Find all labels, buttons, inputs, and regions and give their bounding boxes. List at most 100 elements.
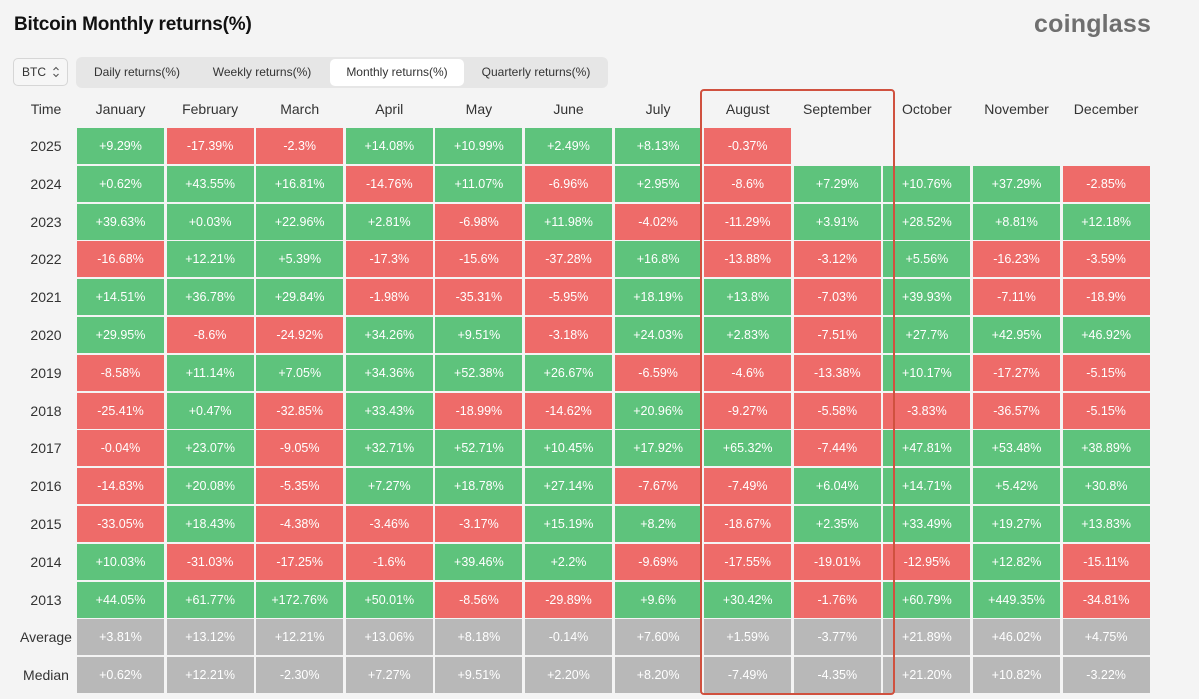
return-cell: -8.58% (77, 354, 164, 391)
return-cell: -2.30% (256, 657, 344, 694)
return-cell: +23.07% (166, 430, 254, 467)
return-cell: +42.95% (973, 317, 1060, 353)
return-cell: -14.62% (525, 392, 612, 429)
return-cell: -3.18% (525, 317, 612, 353)
return-cell: -1.98% (345, 279, 433, 316)
return-cell: +30.42% (704, 581, 792, 618)
return-cell: -5.15% (1062, 392, 1150, 429)
return-cell: -14.76% (345, 165, 433, 202)
year-label-2015: 2015 (30, 516, 62, 532)
return-cell: -7.67% (614, 468, 702, 505)
return-cell: +21.20% (883, 657, 971, 694)
return-cell: +61.77% (166, 581, 254, 618)
return-cell: +9.51% (435, 317, 523, 353)
return-cell: +0.03% (166, 203, 254, 240)
return-cell: -3.22% (1062, 657, 1150, 694)
return-cell: +52.71% (435, 430, 523, 467)
return-cell: +8.2% (614, 506, 702, 542)
return-cell: -1.76% (793, 581, 881, 618)
return-cell: -13.88% (704, 241, 792, 278)
month-header-december: December (1073, 101, 1139, 117)
return-cell: -3.77% (793, 619, 881, 656)
year-label-2019: 2019 (30, 364, 62, 381)
return-cell: +5.42% (973, 468, 1060, 505)
return-cell: -2.3% (256, 128, 344, 164)
time-column-header: Time (30, 101, 62, 117)
return-cell: +8.13% (614, 128, 702, 164)
return-cell: +13.12% (166, 619, 254, 656)
return-cell: +13.83% (1062, 506, 1150, 542)
return-cell: +10.03% (77, 543, 164, 580)
return-cell: +29.95% (77, 317, 164, 353)
month-header-april: April (375, 101, 404, 117)
year-label-2018: 2018 (30, 402, 62, 419)
return-cell: +9.51% (435, 657, 523, 694)
year-label-2016: 2016 (30, 478, 62, 495)
return-cell: -3.12% (793, 241, 881, 278)
month-header-may: May (465, 101, 493, 117)
return-cell: -17.39% (166, 128, 254, 164)
return-cell: -6.98% (435, 203, 523, 240)
return-cell: +11.07% (435, 165, 523, 202)
return-cell: -2.85% (1062, 165, 1150, 202)
return-cell: +16.81% (256, 165, 344, 202)
tab-quarterly-returns[interactable]: Quarterly returns(%) (481, 65, 591, 79)
return-cell: +27.14% (525, 468, 612, 505)
return-cell: -29.89% (525, 581, 612, 618)
return-cell: +13.8% (704, 279, 792, 316)
return-cell: +13.06% (345, 619, 433, 656)
return-cell: +18.19% (614, 279, 702, 316)
period-tabs: Daily returns(%) Weekly returns(%) Month… (76, 57, 608, 88)
return-cell: +39.63% (77, 203, 164, 240)
return-cell: +37.29% (973, 165, 1060, 202)
month-header-september: September (803, 101, 872, 117)
chevron-up-down-icon (53, 66, 59, 78)
month-header-february: February (182, 101, 239, 117)
return-cell: +0.62% (77, 657, 164, 694)
return-cell: +30.8% (1062, 468, 1150, 505)
month-header-november: November (984, 101, 1049, 117)
return-cell: -7.11% (973, 279, 1060, 316)
return-cell: -17.25% (256, 543, 344, 580)
return-cell: -5.15% (1062, 354, 1150, 391)
return-cell: +18.43% (166, 506, 254, 542)
tab-monthly-returns[interactable]: Monthly returns(%) (330, 59, 464, 86)
return-cell: +29.84% (256, 279, 344, 316)
return-cell: -31.03% (166, 543, 254, 580)
return-cell: -6.59% (614, 354, 702, 391)
tab-weekly-returns[interactable]: Weekly returns(%) (212, 65, 312, 79)
return-cell: +172.76% (256, 581, 344, 618)
return-cell: +36.78% (166, 279, 254, 316)
return-cell: +34.26% (345, 317, 433, 353)
return-cell: -15.11% (1062, 543, 1150, 580)
return-cell: +39.93% (883, 279, 971, 316)
tab-daily-returns[interactable]: Daily returns(%) (93, 65, 180, 79)
return-cell: +24.03% (614, 317, 702, 353)
return-cell: -8.6% (704, 165, 792, 202)
return-cell: -3.46% (345, 506, 433, 542)
coinglass-logo: coinglass (1034, 10, 1152, 38)
return-cell: +449.35% (973, 581, 1060, 618)
return-cell: +32.71% (345, 430, 433, 467)
asset-select[interactable]: BTC (13, 58, 68, 86)
return-cell: +44.05% (77, 581, 164, 618)
return-cell: -35.31% (435, 279, 523, 316)
return-cell: +53.48% (973, 430, 1060, 467)
return-cell: -36.57% (973, 392, 1060, 429)
return-cell: +34.36% (345, 354, 433, 391)
return-cell: +9.29% (77, 128, 164, 164)
return-cell: -4.35% (793, 657, 881, 694)
return-cell: +16.8% (614, 241, 702, 278)
return-cell: +14.51% (77, 279, 164, 316)
return-cell: +17.92% (614, 430, 702, 467)
month-header-january: January (95, 101, 146, 117)
return-cell: +19.27% (973, 506, 1060, 542)
return-cell: +38.89% (1062, 430, 1150, 467)
return-cell: -0.37% (704, 128, 792, 164)
return-cell: +22.96% (256, 203, 344, 240)
return-cell: +2.81% (345, 203, 433, 240)
return-cell: -4.38% (256, 506, 344, 542)
return-cell: +8.81% (973, 203, 1060, 240)
return-cell: -18.67% (704, 506, 792, 542)
return-cell: +7.27% (345, 468, 433, 505)
